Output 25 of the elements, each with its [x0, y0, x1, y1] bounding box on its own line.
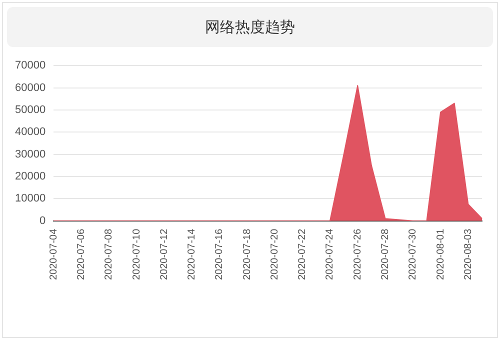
- y-tick-label: 30000: [14, 148, 46, 160]
- x-tick-label: 2020-07-18: [242, 228, 253, 280]
- x-tick-label: 2020-07-28: [380, 228, 392, 280]
- y-tick-label: 0: [39, 214, 46, 227]
- y-tick-label: 70000: [14, 60, 46, 72]
- y-tick-label: 40000: [14, 126, 46, 138]
- x-tick-label: 2020-08-01: [435, 228, 446, 280]
- x-tick-label: 2020-07-30: [408, 228, 419, 280]
- x-tick-label: 2020-07-22: [297, 228, 308, 280]
- x-tick-label: 2020-07-10: [131, 228, 142, 280]
- y-tick-label: 50000: [14, 104, 46, 116]
- x-tick-label: 2020-07-04: [48, 228, 60, 280]
- x-tick-label: 2020-07-26: [352, 228, 364, 280]
- x-tick-label: 2020-07-20: [269, 228, 280, 280]
- x-tick-label: 2020-08-03: [462, 228, 474, 280]
- y-tick-label: 10000: [14, 192, 46, 205]
- x-tick-label: 2020-07-16: [214, 228, 226, 280]
- x-tick-label: 2020-07-06: [76, 228, 87, 280]
- x-tick-label: 2020-07-14: [186, 228, 198, 280]
- y-tick-label: 20000: [14, 170, 46, 183]
- x-tick-label: 2020-07-12: [158, 228, 170, 280]
- y-tick-label: 60000: [14, 82, 46, 94]
- x-tick-label: 2020-07-24: [324, 228, 336, 280]
- x-tick-label: 2020-07-08: [104, 228, 115, 280]
- chart-title: 网络热度趋势: [7, 7, 493, 47]
